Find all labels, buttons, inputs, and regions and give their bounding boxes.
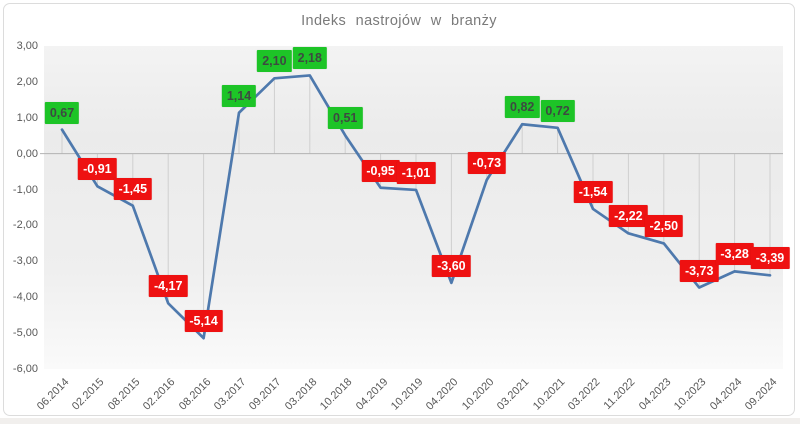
data-label: -1,01 <box>396 161 436 184</box>
data-label: -1,45 <box>113 177 153 200</box>
y-axis-tick-label: 1,00 <box>16 111 38 124</box>
data-label: -0,95 <box>361 159 400 182</box>
data-label: 0,67 <box>44 101 80 124</box>
chart-title: Indeks nastrojów w branży <box>301 13 497 29</box>
data-label: -5,14 <box>184 310 223 333</box>
data-label: -3,39 <box>750 247 790 270</box>
y-axis-tick-label: -2,00 <box>12 219 38 232</box>
y-axis-tick-label: 0,00 <box>16 147 38 160</box>
data-label: 0,72 <box>540 99 575 122</box>
data-label: -4,17 <box>148 275 188 298</box>
data-label: -1,54 <box>573 180 613 203</box>
data-label: -3,60 <box>432 254 471 277</box>
data-label: -3,28 <box>715 243 754 266</box>
data-series-line <box>60 74 772 340</box>
data-label: 1,14 <box>221 84 257 107</box>
data-label: -2,22 <box>609 205 648 228</box>
y-axis-tick-label: -3,00 <box>12 255 38 268</box>
data-label: -2,50 <box>644 215 684 238</box>
y-axis-tick-label: 2,00 <box>16 75 38 88</box>
y-axis-tick-label: -5,00 <box>12 327 38 340</box>
page-background-strip <box>0 418 800 424</box>
y-axis-tick-label: -6,00 <box>12 363 38 375</box>
y-axis-tick-label: -4,00 <box>12 291 38 304</box>
y-axis-tick-label: 3,00 <box>16 40 38 52</box>
data-label: -0,91 <box>78 158 117 181</box>
data-label: -0,73 <box>467 151 507 174</box>
y-axis-tick-label: -1,00 <box>12 183 38 196</box>
plot-area <box>44 46 783 369</box>
data-label: 2,10 <box>257 50 292 73</box>
data-label: 0,82 <box>505 96 540 119</box>
data-label: 0,51 <box>328 107 363 130</box>
data-label: -3,73 <box>679 259 719 282</box>
data-label: 2,18 <box>292 47 327 70</box>
